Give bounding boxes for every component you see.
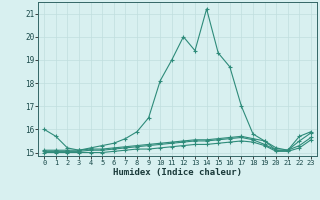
X-axis label: Humidex (Indice chaleur): Humidex (Indice chaleur) [113, 168, 242, 177]
